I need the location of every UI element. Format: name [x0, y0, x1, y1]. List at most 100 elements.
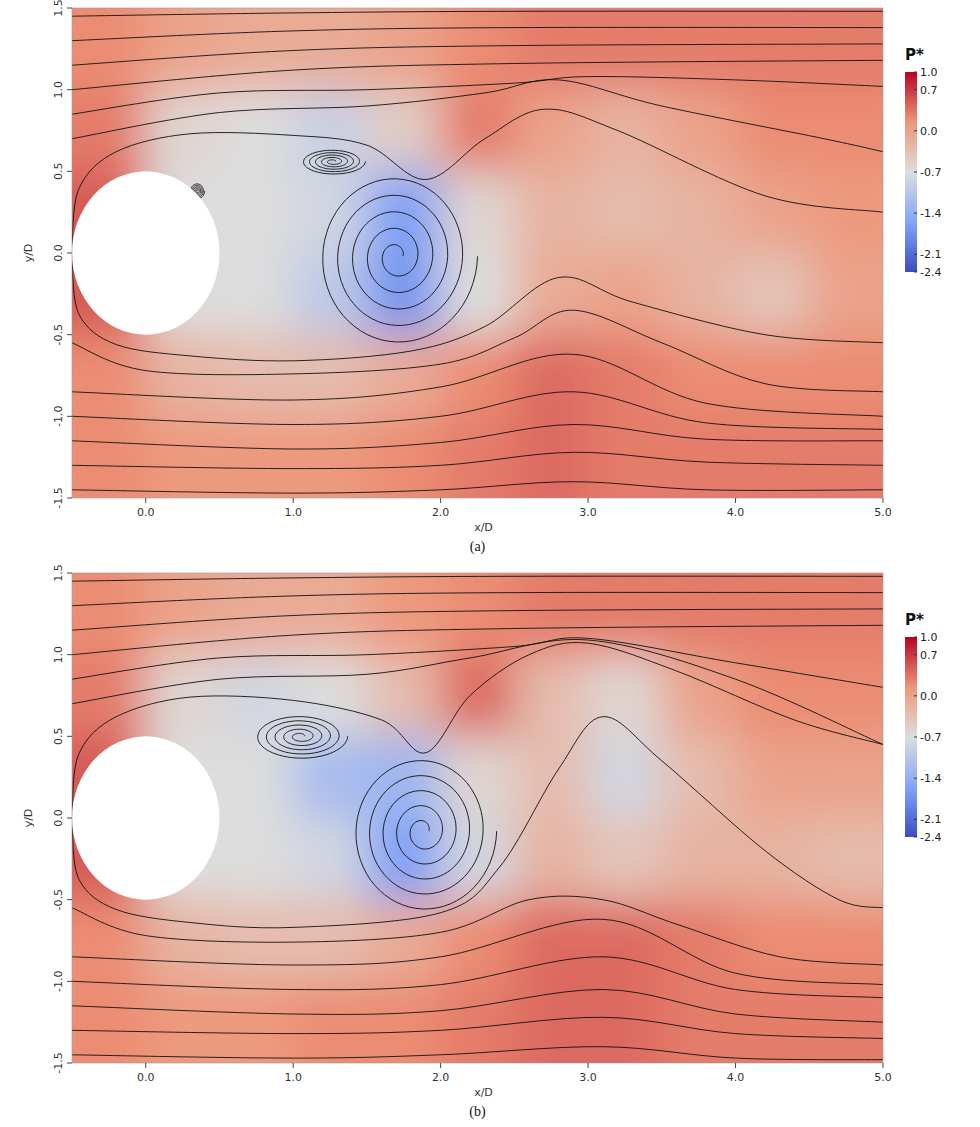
streamline	[72, 424, 883, 449]
y-tick	[67, 1063, 72, 1064]
pressure-cell	[293, 655, 367, 737]
pressure-cell	[809, 90, 883, 172]
x-tick-label: 3.0	[579, 506, 597, 519]
pressure-cell	[146, 416, 220, 498]
pressure-cell	[809, 736, 883, 818]
pressure-cell	[219, 900, 293, 982]
colorbar	[905, 72, 917, 272]
x-tick	[440, 498, 441, 503]
pressure-cell	[809, 900, 883, 982]
colorbar-tick-label: 1.0	[920, 631, 938, 644]
pressure-cell	[588, 900, 662, 982]
pressure-cell	[809, 655, 883, 737]
y-tick	[67, 498, 72, 499]
x-tick	[440, 1063, 441, 1068]
pressure-cell	[588, 981, 662, 1063]
pressure-cell	[219, 253, 293, 335]
x-axis-title: x/D	[474, 521, 493, 534]
pressure-cell	[72, 8, 146, 90]
pressure-cell	[367, 8, 441, 90]
pressure-cell	[146, 981, 220, 1063]
y-tick-label: 1.0	[52, 646, 65, 664]
pressure-field	[72, 573, 883, 1063]
pressure-cell	[514, 90, 588, 172]
y-tick-label: 0.5	[52, 728, 65, 746]
vortex	[323, 179, 478, 342]
x-tick	[293, 1063, 294, 1068]
colorbar-tick-label: -0.7	[920, 731, 941, 744]
pressure-cell	[367, 573, 441, 655]
pressure-cell	[588, 171, 662, 253]
pressure-cell	[662, 736, 736, 818]
pressure-cell	[736, 416, 810, 498]
pressure-cell	[441, 655, 515, 737]
colorbar-tick-label: 1.0	[920, 66, 938, 79]
y-tick-label: -1.5	[52, 487, 65, 508]
pressure-cell	[514, 818, 588, 900]
y-axis-title: y/D	[22, 244, 35, 263]
x-tick	[293, 498, 294, 503]
pressure-cell	[809, 818, 883, 900]
streamline	[72, 11, 883, 16]
pressure-cell	[72, 900, 146, 982]
pressure-cell	[367, 655, 441, 737]
y-tick	[67, 818, 72, 819]
pressure-cell	[809, 253, 883, 335]
pressure-cell	[367, 736, 441, 818]
pressure-cell	[441, 171, 515, 253]
y-tick-label: -0.5	[52, 324, 65, 345]
streamline	[72, 576, 883, 581]
y-tick	[67, 416, 72, 417]
x-tick	[588, 498, 589, 503]
pressure-cell	[662, 416, 736, 498]
x-tick	[145, 498, 146, 503]
y-tick-label: 0.0	[52, 809, 65, 827]
streamline	[72, 452, 883, 468]
pressure-cell	[809, 171, 883, 253]
colorbar-title: P*	[905, 46, 924, 64]
colorbar-tick	[914, 254, 917, 255]
streamline	[72, 80, 883, 152]
colorbar-tick	[914, 778, 917, 779]
pressure-cell	[809, 573, 883, 655]
pressure-cell	[72, 655, 146, 737]
colorbar-tick-label: -0.7	[920, 166, 941, 179]
y-tick-label: 1.5	[52, 564, 65, 582]
colorbar-tick-label: -1.4	[920, 772, 941, 785]
y-axis-title: y/D	[22, 809, 35, 828]
pressure-cell	[146, 90, 220, 172]
y-tick	[67, 253, 72, 254]
pressure-cell	[219, 335, 293, 417]
cylinder	[72, 171, 219, 334]
streamlines	[72, 576, 883, 1060]
colorbar-tick	[914, 272, 917, 273]
streamline	[72, 27, 883, 40]
pressure-cell	[736, 335, 810, 417]
pressure-cell	[367, 416, 441, 498]
x-tick-label: 2.0	[432, 1071, 450, 1084]
pressure-cell	[441, 335, 515, 417]
pressure-cell	[514, 736, 588, 818]
streamline	[72, 77, 883, 115]
pressure-cell	[736, 900, 810, 982]
colorbar-tick	[914, 130, 917, 131]
x-axis-title: x/D	[474, 1086, 493, 1099]
pressure-cell	[662, 818, 736, 900]
pressure-cell	[441, 90, 515, 172]
streamline	[72, 625, 883, 654]
pressure-cell	[367, 818, 441, 900]
plot-frame	[72, 573, 883, 1063]
colorbar-tick	[914, 172, 917, 173]
pressure-cell	[146, 8, 220, 90]
pressure-cell	[146, 335, 220, 417]
pressure-cell	[219, 8, 293, 90]
y-tick	[67, 89, 72, 90]
colorbar-tick	[914, 837, 917, 838]
colorbar-tick-label: -2.1	[920, 248, 941, 261]
pressure-cell	[588, 8, 662, 90]
pressure-cell	[662, 253, 736, 335]
pressure-cell	[219, 981, 293, 1063]
pressure-cell	[219, 736, 293, 818]
colorbar-tick	[914, 695, 917, 696]
pressure-cell	[809, 981, 883, 1063]
